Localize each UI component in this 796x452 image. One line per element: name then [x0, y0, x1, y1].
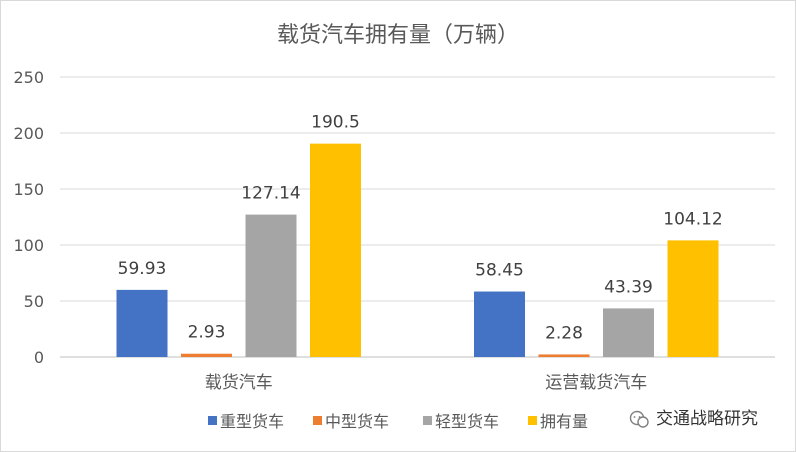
bar-2-1	[181, 353, 232, 357]
data-label: 2.93	[188, 323, 226, 343]
category-label: 载货汽车	[205, 373, 273, 393]
legend-label: 中型货车	[325, 412, 389, 431]
data-label: 59.93	[118, 259, 167, 279]
legend-swatch	[313, 416, 322, 425]
legend-label: 重型货车	[220, 412, 284, 431]
data-label: 2.28	[545, 323, 583, 343]
legend-swatch	[423, 416, 432, 425]
data-label: 58.45	[475, 261, 524, 281]
legend-label: 拥有量	[540, 412, 588, 431]
data-label: 104.12	[663, 209, 722, 229]
y-axis-ticks: 0 50 100 150 200 250	[13, 68, 44, 367]
legend-label: 轻型货车	[435, 412, 499, 431]
legend-swatch	[208, 416, 217, 425]
data-label: 127.14	[241, 184, 300, 204]
chart-title: 载货汽车拥有量（万辆）	[277, 23, 519, 48]
legend: 重型货车 中型货车 轻型货车 拥有量	[208, 412, 588, 431]
bar-3-1	[245, 214, 297, 357]
gridlines	[60, 76, 775, 358]
y-tick-label: 100	[13, 236, 44, 255]
data-labels: 59.93 2.93 127.14 190.5 58.45 2.28 43.39 104.12	[118, 113, 723, 344]
y-tick-label: 0	[34, 348, 44, 367]
bar-2-2	[538, 354, 590, 357]
y-tick-label: 150	[13, 180, 44, 199]
bars	[116, 143, 719, 357]
legend-swatch	[528, 416, 537, 425]
data-label: 190.5	[311, 113, 360, 133]
bar-4-1	[310, 143, 361, 357]
category-label: 运营载货汽车	[545, 373, 647, 393]
bar-3-2	[603, 308, 654, 357]
x-axis-categories: 载货汽车 运营载货汽车	[205, 373, 648, 393]
bar-1-1	[116, 289, 168, 357]
watermark: 交通战略研究	[629, 409, 758, 429]
bar-1-2	[474, 291, 525, 357]
data-label: 43.39	[604, 277, 653, 297]
watermark-text: 交通战略研究	[656, 409, 758, 429]
bar-4-2	[667, 240, 719, 357]
wechat-icon	[629, 410, 649, 428]
y-tick-label: 50	[24, 292, 44, 311]
y-tick-label: 200	[13, 124, 44, 143]
y-tick-label: 250	[13, 68, 44, 87]
